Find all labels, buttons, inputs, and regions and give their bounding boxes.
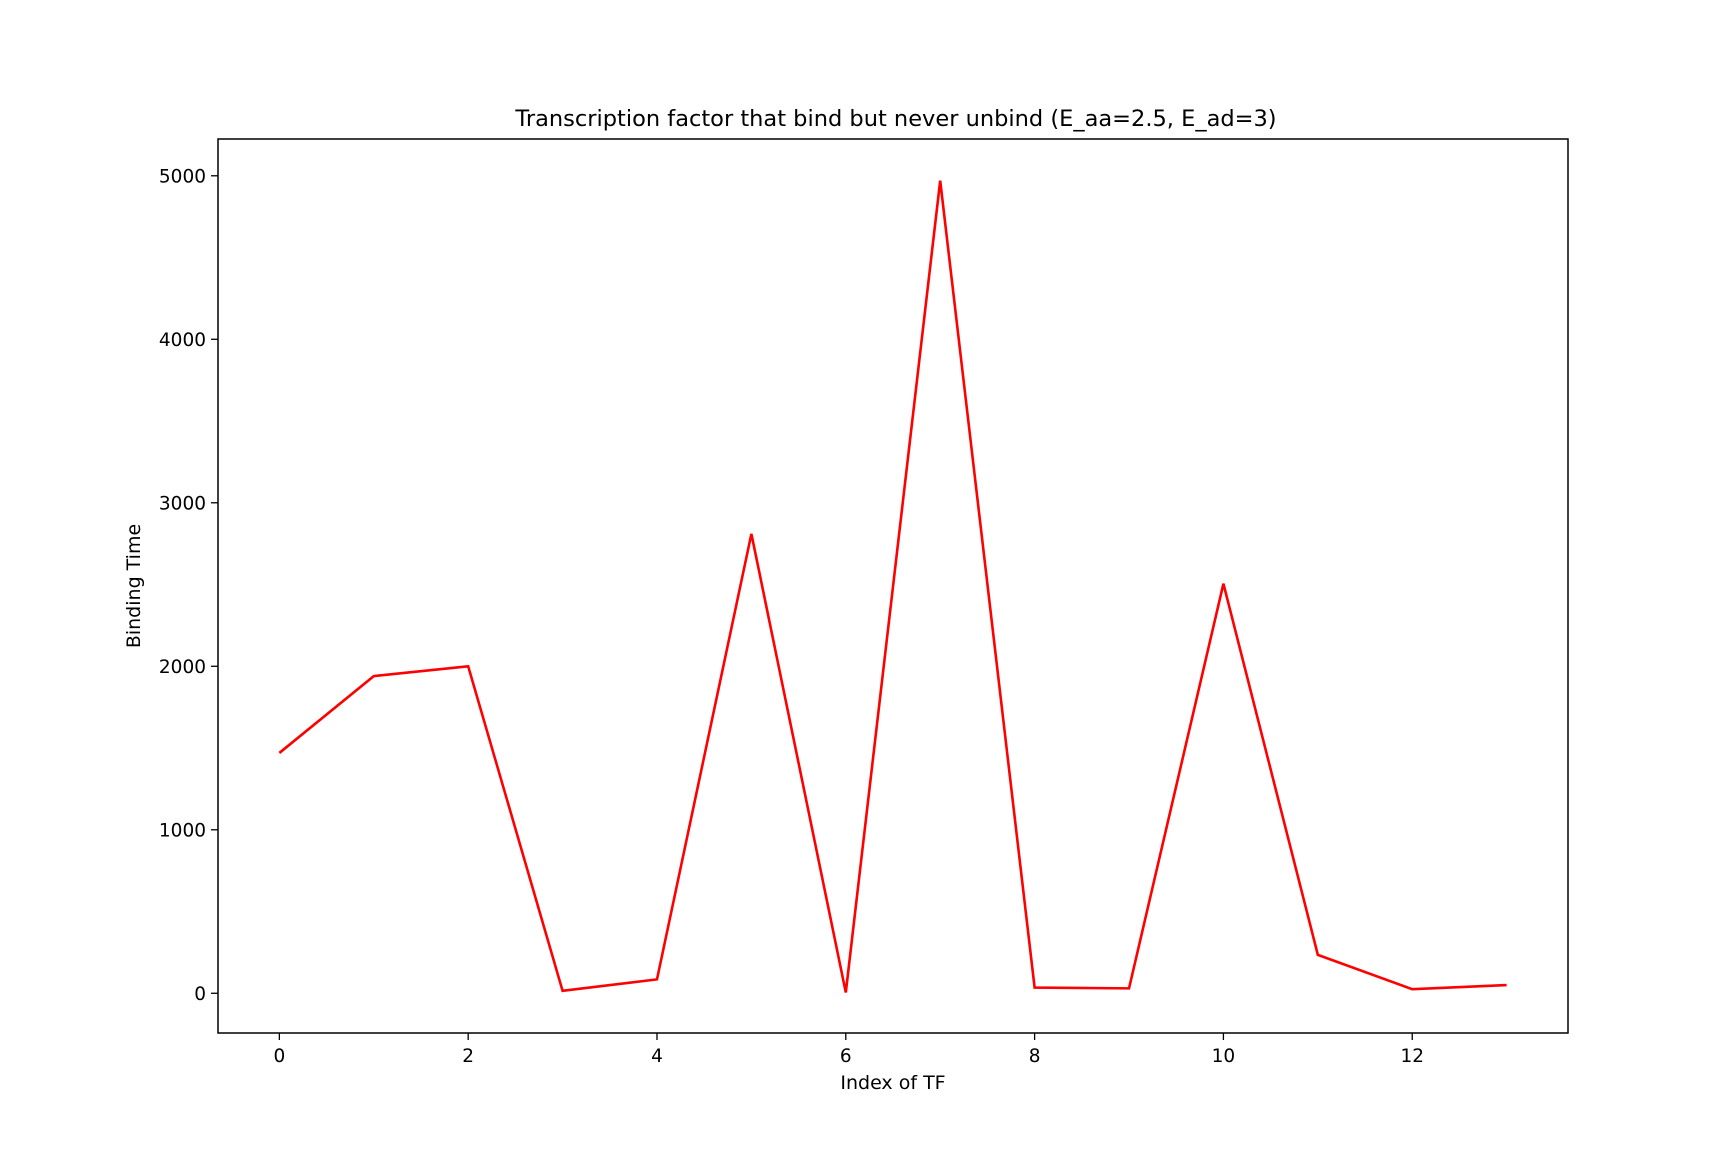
y-tick-label: 5000	[159, 166, 206, 187]
y-tick-label: 3000	[159, 493, 206, 514]
x-tick-label: 6	[840, 1046, 852, 1067]
chart-title: Transcription factor that bind but never…	[514, 106, 1276, 132]
x-tick-label: 10	[1212, 1046, 1236, 1067]
series-line	[278, 180, 1507, 993]
x-tick-label: 8	[1029, 1046, 1041, 1067]
x-axis: 0 2 4 6 8 10 12	[273, 1033, 1424, 1067]
x-axis-label: Index of TF	[840, 1072, 945, 1094]
x-tick-label: 2	[462, 1046, 474, 1067]
x-tick-label: 4	[651, 1046, 663, 1067]
y-tick-label: 4000	[159, 330, 206, 351]
y-tick-label: 2000	[159, 657, 206, 678]
axes-frame	[217, 138, 1569, 1034]
y-tick-label: 1000	[159, 820, 206, 841]
x-tick-label: 0	[273, 1046, 285, 1067]
y-axis-label: Binding Time	[123, 524, 145, 648]
plot-area	[278, 180, 1507, 993]
y-axis: 0 1000 2000 3000 4000 5000	[159, 166, 218, 1005]
x-tick-label: 12	[1400, 1046, 1424, 1067]
y-tick-label: 0	[194, 984, 206, 1005]
